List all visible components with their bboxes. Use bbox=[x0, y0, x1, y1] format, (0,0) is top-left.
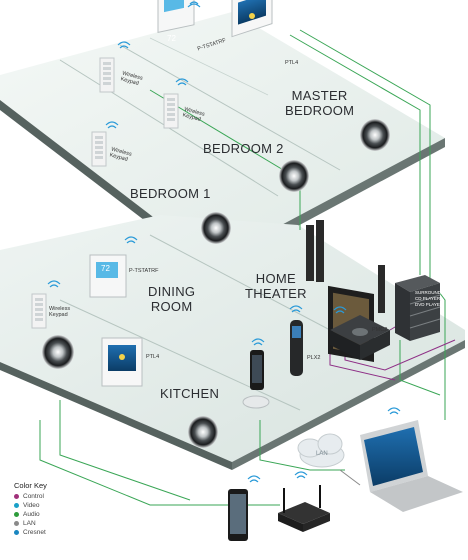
laptop[interactable] bbox=[360, 420, 463, 512]
color-key-item: Cresnet bbox=[14, 528, 47, 537]
device-label-line: Wireless bbox=[49, 306, 71, 312]
pmc2-processor bbox=[330, 315, 390, 360]
color-swatch bbox=[14, 521, 19, 526]
handheld-remote[interactable] bbox=[290, 320, 303, 376]
device-label-lan: LAN bbox=[316, 451, 328, 457]
wifi-icon bbox=[175, 78, 189, 86]
color-swatch bbox=[14, 530, 19, 535]
color-key: Color Key Control Video Audio LAN Cresne… bbox=[14, 481, 47, 537]
device-label-line: Keypad bbox=[49, 312, 68, 318]
color-key-item: LAN bbox=[14, 519, 47, 528]
wifi-icon bbox=[247, 475, 261, 483]
touch-panel-upper[interactable] bbox=[231, 0, 273, 38]
room-label-kitchen: KITCHEN bbox=[160, 386, 220, 401]
speaker-dining bbox=[42, 335, 74, 369]
room-label-line: BEDROOM bbox=[285, 103, 355, 118]
thermostat-reading-upper: 72 bbox=[167, 34, 176, 43]
wifi-icon bbox=[47, 280, 61, 288]
keypad-lower[interactable] bbox=[31, 293, 47, 329]
color-swatch bbox=[14, 494, 19, 499]
speaker-kitchen bbox=[188, 416, 218, 448]
device-label-stack: SURROUND CD PLAYER DVD PLAYER bbox=[415, 290, 443, 308]
device-label-line: CD PLAYER bbox=[415, 296, 441, 301]
device-label-ptl4-lower: PTL4 bbox=[146, 354, 160, 360]
wireless-router bbox=[278, 485, 330, 532]
room-label-line: MASTER bbox=[291, 88, 348, 103]
equipment-rack bbox=[395, 275, 441, 341]
color-key-item: Audio bbox=[14, 510, 47, 519]
keypad-upper-2[interactable] bbox=[163, 93, 179, 129]
device-label-line: DVD PLAYER bbox=[415, 302, 444, 307]
speaker-bedroom-1 bbox=[201, 212, 231, 244]
device-label-keypad-lower: Wireless Keypad bbox=[49, 306, 70, 318]
lan-cloud bbox=[297, 433, 345, 468]
room-label-home-theater: HOME THEATER bbox=[245, 271, 307, 301]
wifi-icon bbox=[105, 121, 119, 129]
smartphone[interactable] bbox=[228, 489, 248, 541]
wifi-icon bbox=[117, 41, 131, 49]
color-swatch bbox=[14, 512, 19, 517]
room-label-line: HOME bbox=[255, 271, 296, 286]
room-label-bedroom-1: BEDROOM 1 bbox=[130, 186, 211, 201]
color-key-item: Video bbox=[14, 501, 47, 510]
room-label-master-bedroom: MASTER BEDROOM bbox=[285, 88, 354, 118]
device-label-plx2: PLX2 bbox=[307, 355, 321, 361]
wifi-icon bbox=[387, 407, 401, 415]
device-label-pmc2: PMC2 bbox=[372, 327, 388, 333]
room-label-line: ROOM bbox=[150, 299, 193, 314]
color-key-label: Control bbox=[23, 493, 44, 500]
wifi-icon bbox=[294, 471, 308, 479]
thermostat-panel-upper[interactable] bbox=[157, 0, 195, 34]
color-swatch bbox=[14, 503, 19, 508]
speaker-bedroom-2 bbox=[279, 160, 309, 192]
color-key-label: LAN bbox=[23, 520, 36, 527]
room-label-line: DINING bbox=[148, 284, 196, 299]
wifi-icon bbox=[251, 338, 265, 346]
keypad-upper-3[interactable] bbox=[91, 131, 107, 167]
device-label-tstat-lower: P-TSTATRF bbox=[129, 268, 159, 274]
wifi-icon bbox=[333, 306, 347, 314]
thermostat-reading-lower: 72 bbox=[101, 264, 110, 273]
color-key-label: Video bbox=[23, 502, 40, 509]
speaker-master-bedroom bbox=[360, 119, 390, 151]
touch-panel-lower[interactable] bbox=[101, 337, 143, 387]
thermostat-panel-lower[interactable] bbox=[89, 254, 127, 298]
color-key-label: Audio bbox=[23, 511, 40, 518]
phone-dock[interactable] bbox=[242, 350, 270, 409]
device-label-ptl4-upper: PTL4 bbox=[285, 60, 299, 66]
color-key-item: Control bbox=[14, 492, 47, 501]
room-label-bedroom-2: BEDROOM 2 bbox=[203, 141, 284, 156]
keypad-upper-1[interactable] bbox=[99, 57, 115, 93]
color-key-label: Cresnet bbox=[23, 529, 46, 536]
wifi-icons bbox=[47, 1, 401, 483]
wifi-icon bbox=[124, 236, 138, 244]
room-label-line: THEATER bbox=[245, 286, 307, 301]
wifi-icon bbox=[187, 1, 201, 8]
wifi-icon bbox=[289, 305, 303, 313]
room-label-dining-room: DINING ROOM bbox=[148, 284, 195, 314]
device-label-line: SURROUND bbox=[415, 290, 442, 295]
color-key-title: Color Key bbox=[14, 481, 47, 490]
